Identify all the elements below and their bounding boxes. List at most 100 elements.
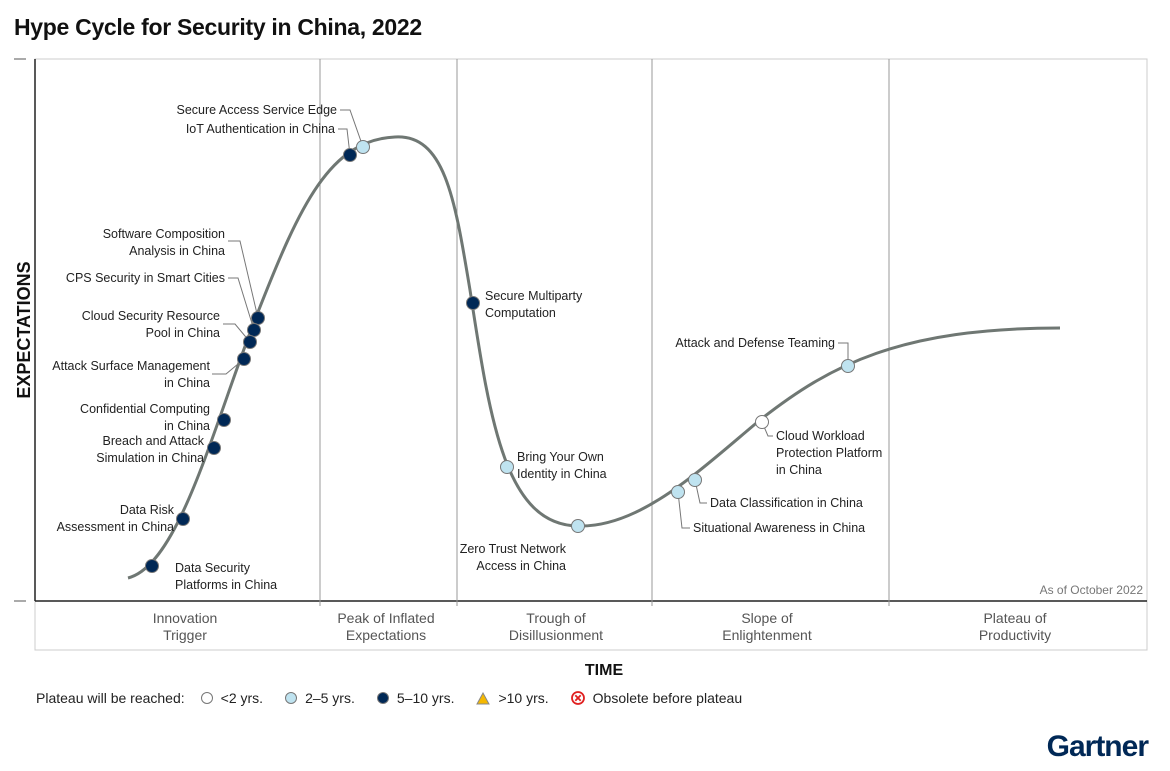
chart-frame [34,58,1148,602]
hype-item[interactable]: Situational Awareness in China [671,485,866,536]
item-label: Bring Your Own [517,450,604,464]
item-label: Protection Platform [776,446,882,460]
phase-label: Enlightenment [722,627,812,643]
circle-icon [200,692,213,704]
item-label: Confidential Computing [80,402,210,416]
item-marker-5to10 [237,352,251,366]
leader-line [228,277,255,331]
item-label: Pool in China [146,326,220,340]
legend-title: Plateau will be reached: [36,690,185,706]
item-label: Computation [485,306,556,320]
phase-label: Trough of [526,610,586,626]
y-axis-label: EXPECTATIONS [14,261,34,398]
hype-item[interactable]: Cloud Security Resource Pool in China [82,309,257,349]
hype-item[interactable]: Software Composition Analysis in China [103,227,265,325]
item-label: Simulation in China [96,451,204,465]
item-marker-5to10 [243,335,257,349]
hype-item[interactable]: CPS Security in Smart Cities [66,271,261,337]
item-marker-5to10 [145,559,159,573]
leader-line [694,479,707,504]
leader-line [212,358,245,375]
leader-line [338,128,351,156]
hype-item[interactable]: Breach and Attack Simulation in China [96,434,221,465]
hype-item[interactable]: Data Security Platforms in China [145,559,278,593]
item-label: CPS Security in Smart Cities [66,271,225,285]
hype-item[interactable]: Data Classification in China [688,473,863,511]
item-label: IoT Authentication in China [186,122,335,136]
item-label: Breach and Attack [103,434,205,448]
leader-line [677,491,690,529]
page-title: Hype Cycle for Security in China, 2022 [14,14,422,40]
legend-entry: 5–10 yrs. [376,690,455,706]
item-label: in China [164,376,210,390]
item-marker-5to10 [217,413,231,427]
leader-line [228,240,259,319]
item-label: Secure Multiparty [485,289,583,303]
triangle-icon [476,691,491,704]
item-label: Cloud Security Resource [82,309,220,323]
item-label: Data Risk [120,503,175,517]
legend-label: 2–5 yrs. [305,690,355,706]
hype-item[interactable]: Cloud Workload Protection Platform in Chin… [755,415,883,478]
circle-icon [376,692,389,704]
item-marker-lt2 [755,415,769,429]
item-marker-5to10 [176,512,190,526]
item-marker-2to5 [671,485,685,499]
hype-item[interactable]: Data Risk Assessment in China [57,503,190,534]
item-marker-2to5 [571,519,585,533]
item-label: Data Security [175,561,251,575]
item-label: Analysis in China [129,244,225,258]
item-label: Situational Awareness in China [693,521,865,535]
item-marker-5to10 [466,296,480,310]
hype-item[interactable]: Zero Trust Network Access in China [460,519,585,574]
item-label: Assessment in China [57,520,174,534]
hype-item[interactable]: Secure Multiparty Computation [466,289,584,320]
x-axis-label: TIME [585,662,624,679]
gartner-logo: Gartner [1046,730,1149,763]
item-marker-2to5 [841,359,855,373]
item-label: Cloud Workload [776,429,865,443]
hype-item[interactable]: Attack and Defense Teaming [675,336,855,373]
legend-entry: <2 yrs. [200,690,264,706]
item-marker-5to10 [343,148,357,162]
item-label: in China [164,419,210,433]
hype-item[interactable]: IoT Authentication in China [186,122,357,162]
phase-label: Disillusionment [509,627,603,643]
phase-label: Plateau of [983,610,1046,626]
item-marker-2to5 [500,460,514,474]
obsolete-x-icon [570,691,585,705]
phase-label: Expectations [346,627,426,643]
as-of-date: As of October 2022 [1040,583,1144,597]
legend-label: >10 yrs. [498,690,549,706]
legend-label: Obsolete before plateau [592,690,743,706]
leader-line [223,323,251,343]
item-marker-5to10 [207,441,221,455]
item-label: in China [776,463,822,477]
item-label: Access in China [476,559,566,573]
phase-label: Productivity [979,627,1051,643]
legend-entry: 2–5 yrs. [285,690,355,706]
hype-item[interactable]: Attack Surface Management in China [52,352,251,391]
phase-label: Innovation [153,610,218,626]
item-label: Zero Trust Network [460,542,567,556]
leader-line [340,109,364,148]
hype-item[interactable]: Secure Access Service Edge [177,103,370,154]
item-label: Attack Surface Management [52,359,210,373]
item-marker-2to5 [688,473,702,487]
legend-entry: Obsolete before plateau [570,690,743,706]
phase-label: Peak of Inflated [337,610,434,626]
item-marker-5to10 [247,323,261,337]
legend-label: <2 yrs. [220,690,264,706]
item-label: Software Composition [103,227,225,241]
item-label: Identity in China [517,467,607,481]
item-label: Secure Access Service Edge [177,103,338,117]
phase-label: Trigger [163,627,207,643]
hype-item[interactable]: Bring Your Own Identity in China [500,450,607,481]
hype-item[interactable]: Confidential Computing in China [80,402,231,433]
item-marker-5to10 [251,311,265,325]
item-label: Data Classification in China [710,496,863,510]
item-label: Attack and Defense Teaming [675,336,835,350]
legend-label: 5–10 yrs. [396,690,455,706]
item-marker-2to5 [356,140,370,154]
